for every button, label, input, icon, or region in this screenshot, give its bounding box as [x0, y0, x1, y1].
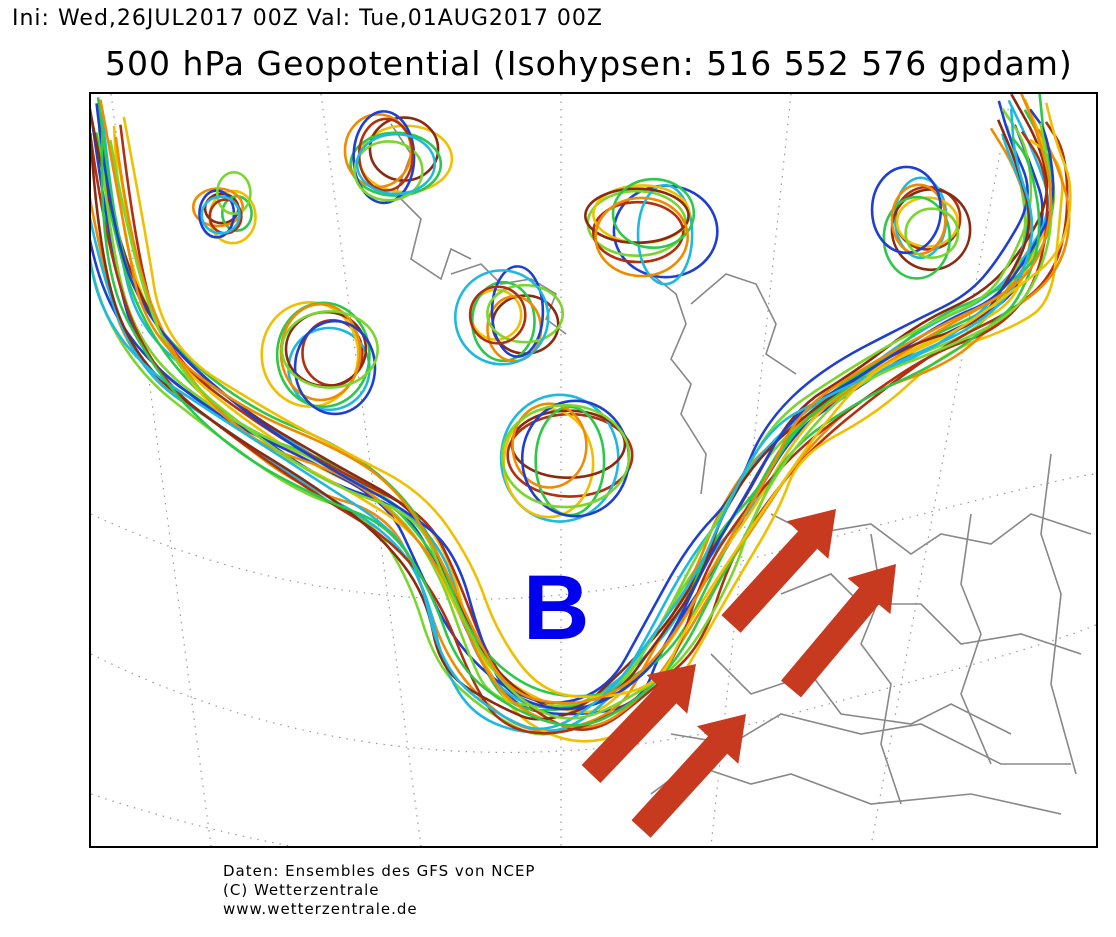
closed-low-contour — [510, 409, 627, 480]
closed-low-contour — [275, 301, 371, 409]
advection-arrow — [581, 664, 696, 783]
contour-member — [97, 108, 1033, 708]
closed-low-contour — [904, 207, 960, 259]
advection-arrow — [631, 714, 746, 838]
closed-low-contour — [511, 402, 588, 489]
closed-low-contour — [280, 310, 379, 389]
closed-low-contour — [490, 265, 545, 358]
map-canvas: B — [91, 94, 1096, 846]
closed-low-contour — [293, 319, 377, 416]
closed-low-contour — [890, 183, 947, 256]
advection-arrows — [581, 509, 896, 838]
contour-member — [91, 108, 1034, 731]
closed-low-contour — [349, 131, 443, 197]
map-title: 500 hPa Geopotential (Isohypsen: 516 552… — [105, 44, 1073, 83]
closed-low-contour — [636, 183, 694, 286]
closed-low-contour — [591, 200, 685, 264]
isohypse-contours — [91, 94, 1072, 743]
closed-low-contour — [355, 132, 437, 196]
trough-label: B — [523, 557, 589, 659]
closed-low-contour — [500, 403, 631, 509]
closed-low-contour — [895, 196, 959, 248]
closed-low-contour — [486, 283, 565, 344]
closed-low-contour — [260, 300, 360, 408]
credits: Daten: Ensembles des GFS von NCEP (C) We… — [223, 862, 535, 919]
init-valid-line: Ini: Wed,26JUL2017 00Z Val: Tue,01AUG201… — [12, 6, 603, 31]
advection-arrow — [781, 564, 896, 698]
closed-low-contour — [594, 196, 690, 278]
closed-low-contour — [470, 280, 536, 363]
closed-low-contour — [584, 187, 690, 245]
closed-low-contour — [520, 399, 631, 518]
closed-low-contour — [343, 113, 413, 189]
closed-low-contour — [353, 140, 424, 202]
closed-low-contour — [882, 195, 952, 280]
closed-low-contour — [352, 110, 416, 205]
closed-low-contour — [468, 285, 527, 345]
advection-arrow — [721, 509, 836, 633]
contour-member — [99, 94, 1053, 705]
closed-low-contour — [215, 170, 252, 216]
closed-low-contour — [453, 269, 550, 366]
contour-member — [91, 94, 1049, 711]
credit-website: www.wetterzentrale.de — [223, 900, 418, 918]
map-panel: B — [89, 92, 1098, 848]
credit-copyright: (C) Wetterzentrale — [223, 881, 380, 899]
closed-low-contour — [200, 195, 241, 235]
contour-member — [122, 102, 1072, 699]
credit-data-source: Daten: Ensembles des GFS von NCEP — [223, 862, 536, 880]
closed-low-contour — [611, 177, 696, 250]
